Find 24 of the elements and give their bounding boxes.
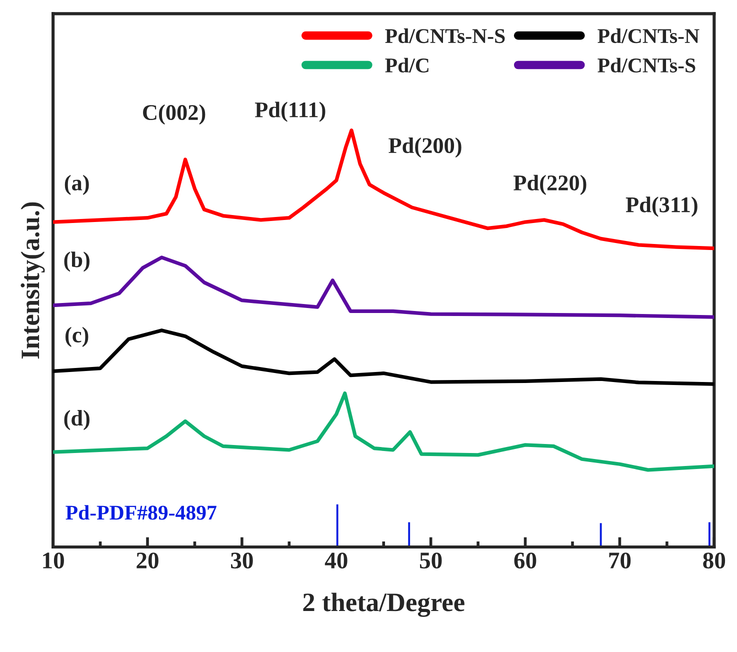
annotation: (d) xyxy=(64,410,90,430)
x-tick-label: 20 xyxy=(136,552,158,569)
x-tick-label: 30 xyxy=(231,552,253,569)
legend-label: Pd/CNTs-N xyxy=(598,28,700,44)
x-tick-label: 60 xyxy=(514,552,536,569)
x-axis-title: 2 theta/Degree xyxy=(303,592,464,617)
legend-label: Pd/CNTs-N-S xyxy=(385,28,505,44)
annotation: Pd(220) xyxy=(514,174,586,195)
y-axis-title: Intensity(a.u.) xyxy=(20,202,45,359)
legend-label: Pd/C xyxy=(385,58,428,72)
annotation: Pd(200) xyxy=(388,137,462,158)
annotation: (b) xyxy=(64,252,90,272)
annotation: (a) xyxy=(64,174,89,195)
annotation: (c) xyxy=(66,326,88,347)
x-tick-label: 70 xyxy=(609,552,631,569)
x-tick-label: 10 xyxy=(43,552,64,569)
x-tick-label: 50 xyxy=(420,552,442,569)
legend-label: Pd/CNTs-S xyxy=(598,58,696,72)
x-tick-label: 40 xyxy=(324,552,348,569)
annotation: Pd(311) xyxy=(626,196,698,217)
x-tick-label: 80 xyxy=(703,552,726,569)
text: C(002) xyxy=(143,104,206,125)
text: Pd(111) xyxy=(254,102,326,122)
text: Pd-PDF#89-4897 xyxy=(66,505,216,520)
